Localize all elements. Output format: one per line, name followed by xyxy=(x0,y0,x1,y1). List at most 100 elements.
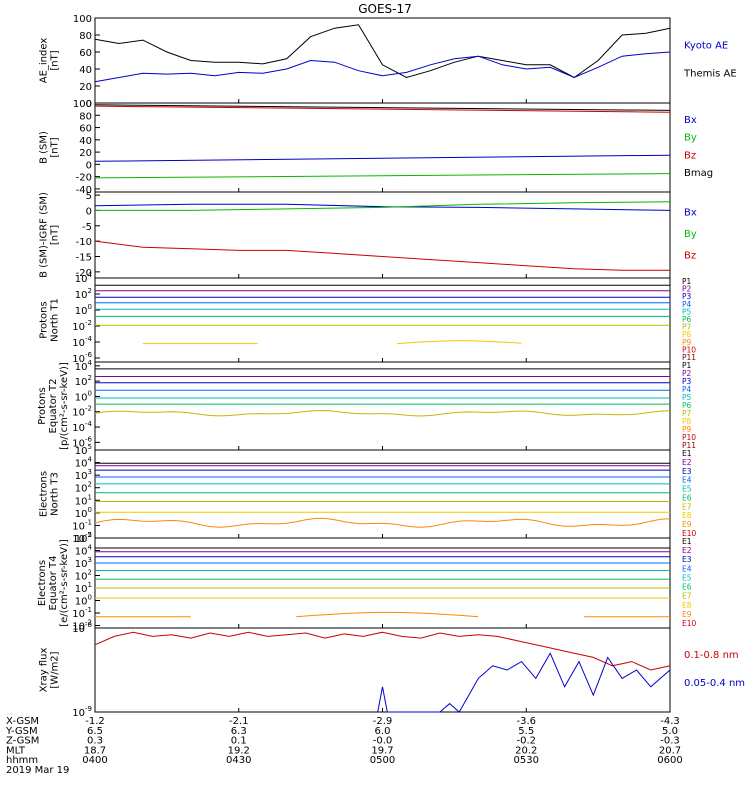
panel-frame xyxy=(94,627,671,713)
legend-channel: E6 xyxy=(682,583,692,592)
y-tick-label: 40 xyxy=(79,65,92,76)
legend-channel: P7 xyxy=(682,323,692,332)
x-axis-row-label: hhmm xyxy=(6,755,38,766)
y-tick-label: 10-4 xyxy=(72,420,92,434)
legend-channel: P10 xyxy=(682,433,696,442)
chart-title: GOES-17 xyxy=(358,2,412,16)
x-tick-value: 6.3 xyxy=(231,726,247,737)
y-axis-label: AE_index [nT] xyxy=(39,38,61,84)
panel-bigrf: 5 0 -5 -10 -15 -20 B (SM)-IGRF (SM) [nT] Bx By Bz xyxy=(39,191,697,279)
y-tick-label: 10-8 xyxy=(72,621,92,635)
y-tick-label: 80 xyxy=(79,111,92,122)
legend-channel: P4 xyxy=(682,300,692,309)
y-tick-label: 20 xyxy=(79,82,92,93)
y-label-line: B (SM) xyxy=(39,131,50,164)
legend-channel: E5 xyxy=(682,485,692,494)
legend-channel: P8 xyxy=(682,330,692,339)
series-kyoto-ae xyxy=(94,51,671,83)
series-0-05-0-4-nm xyxy=(377,652,671,713)
x-tick-value: -3.6 xyxy=(516,716,536,727)
y-axis-label: B (SM) [nT] xyxy=(39,131,61,164)
y-label-line: Protons xyxy=(39,301,50,338)
x-tick-value: 5.5 xyxy=(518,726,534,737)
panel-frame xyxy=(94,102,671,193)
legend-entry: By xyxy=(684,133,697,144)
x-axis-row-label: X-GSM xyxy=(6,716,39,727)
y-axis-label: Xray flux [W/m2] xyxy=(39,648,61,693)
y-axis-label: Electrons Equator T4 [e/(cm²-s-sr-keV)] xyxy=(37,539,70,627)
y-tick-label: 40 xyxy=(79,136,92,147)
panel-frame xyxy=(94,361,671,451)
x-tick-value: 0500 xyxy=(370,755,395,766)
panel-ae: 0 20 40 60 80 100 AE_index [nT] Kyoto AE Themis A… xyxy=(39,14,737,110)
y-tick-label: 20 xyxy=(79,148,92,159)
legend-channel: P6 xyxy=(682,401,692,410)
y-tick-label: 5 xyxy=(86,191,92,202)
legend-channel: E1 xyxy=(682,449,692,458)
legend-channel: P10 xyxy=(682,345,696,354)
legend-channel: P4 xyxy=(682,385,692,394)
legend-channel: E2 xyxy=(682,546,692,555)
legend-channel: P11 xyxy=(682,353,696,362)
x-tick-value: 6.0 xyxy=(375,726,391,737)
y-label-line: North T3 xyxy=(50,472,61,516)
legend-channel: E6 xyxy=(682,493,692,502)
legend-channel: P3 xyxy=(682,292,692,301)
y-label-line: AE_index xyxy=(39,38,50,84)
y-tick-label: 0 xyxy=(86,99,92,110)
y-tick-label: 104 xyxy=(75,271,93,285)
y-tick-label: 100 xyxy=(75,389,92,403)
y-label-line: [W/m2] xyxy=(50,651,61,688)
legend-entry: By xyxy=(684,229,697,240)
legend-entry: Bz xyxy=(684,251,696,262)
y-tick-label: 100 xyxy=(75,303,92,317)
legend-entry: Bmag xyxy=(684,168,713,179)
legend-channel: E1 xyxy=(682,537,692,546)
series-by xyxy=(95,201,671,211)
legend-channel: P6 xyxy=(682,315,692,324)
y-tick-label: 60 xyxy=(79,124,92,135)
y-label-line: [nT] xyxy=(50,225,61,245)
series-bmag xyxy=(94,104,671,111)
x-tick-value: 0430 xyxy=(226,755,251,766)
legend-channel: E5 xyxy=(682,573,692,582)
legend-channel: P3 xyxy=(682,377,692,386)
x-tick-value: -1.2 xyxy=(85,716,105,727)
x-tick-value: -2.1 xyxy=(229,716,249,727)
legend-channel: E4 xyxy=(682,564,692,573)
legend-entry: Themis AE xyxy=(683,69,737,80)
legend-channel: E10 xyxy=(682,619,697,628)
y-label-line: B (SM)-IGRF (SM) xyxy=(39,192,50,278)
series-by xyxy=(94,173,671,179)
series-e9 xyxy=(296,611,479,618)
y-tick-label: 10-2 xyxy=(72,319,92,333)
y-label-line: Xray flux xyxy=(39,648,50,693)
legend-channel: E8 xyxy=(682,601,692,610)
legend-channel: P5 xyxy=(682,307,692,316)
series-0-1-0-8-nm xyxy=(94,631,671,671)
series-themis-ae xyxy=(94,24,671,79)
legend-channel: P9 xyxy=(682,338,692,347)
y-tick-label: -10 xyxy=(76,237,92,248)
legend-channel: P8 xyxy=(682,417,692,426)
y-tick-label: -5 xyxy=(82,222,92,233)
legend-channel: P2 xyxy=(682,285,692,294)
series-bx xyxy=(94,203,671,211)
legend-channel: P11 xyxy=(682,441,696,450)
legend-channel: P1 xyxy=(682,277,692,286)
x-axis-row-label: Z-GSM xyxy=(6,736,39,747)
legend-channel: E8 xyxy=(682,511,692,520)
y-label-line: Equator T4 xyxy=(48,556,59,611)
y-label-line: [nT] xyxy=(50,50,61,70)
y-tick-label: 104 xyxy=(75,359,93,373)
series-e9 xyxy=(94,517,671,528)
y-tick-label: 60 xyxy=(79,48,92,59)
y-tick-label: -40 xyxy=(76,185,92,196)
